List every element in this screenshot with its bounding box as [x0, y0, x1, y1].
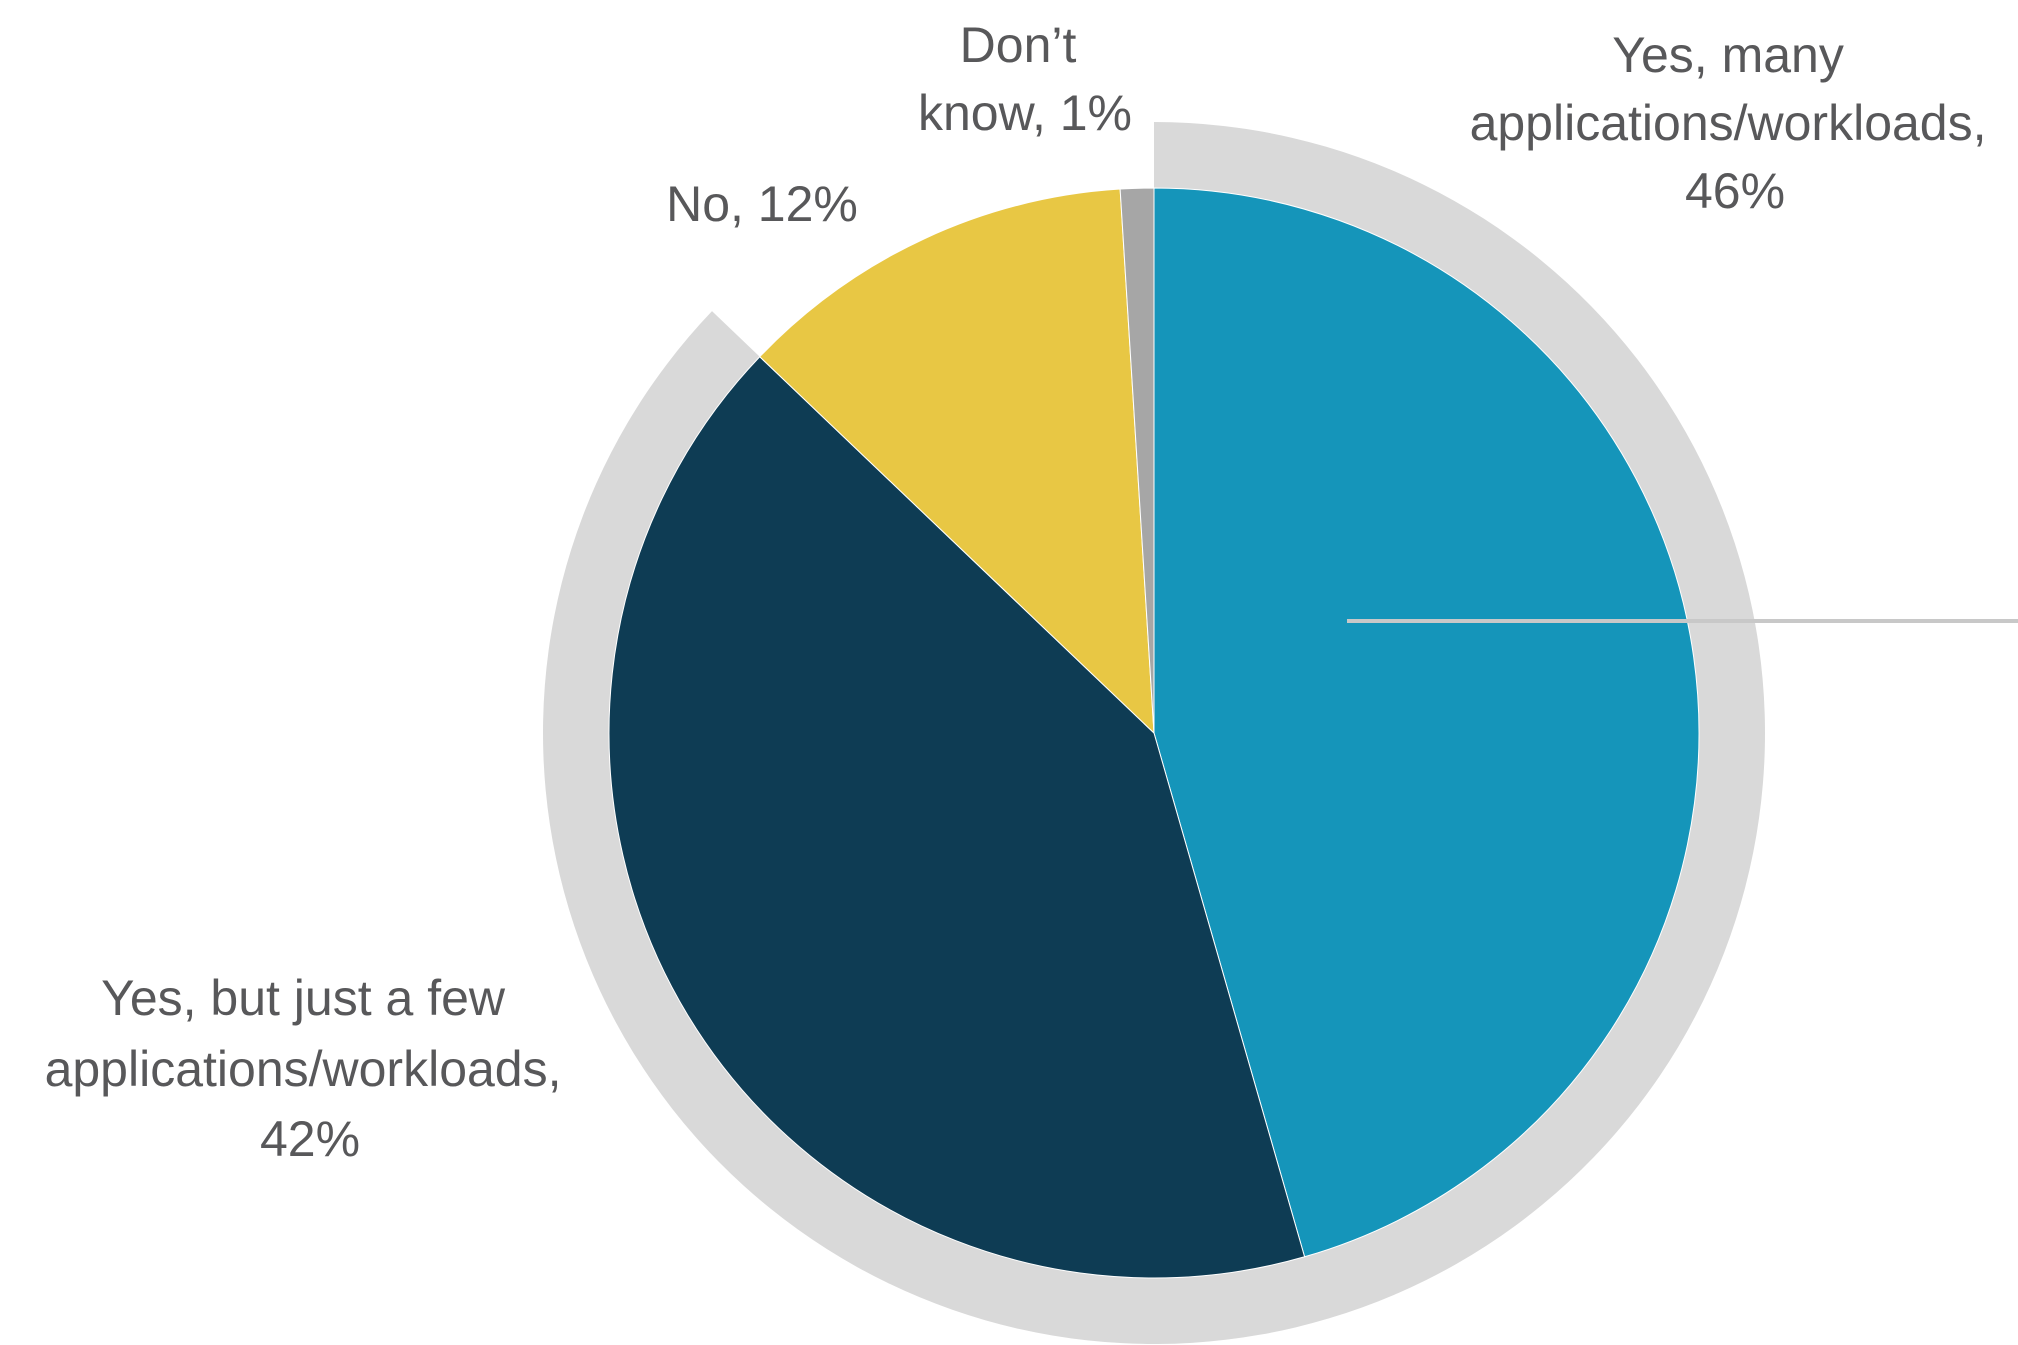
pie-slice-no [759, 188, 1155, 735]
slice-label-dont-know: Don’t know, 1% [918, 17, 1132, 141]
label-layer: Yes, many applications/workloads, 46% Ye… [45, 17, 2001, 1167]
slice-label-no: No, 12% [666, 176, 858, 232]
pie-slice-yes-but-just-a-few-applications-workloads [608, 356, 1306, 1279]
slice-label-line: Yes, but just a few [101, 970, 506, 1026]
slice-label-yes-few: Yes, but just a few applications/workloa… [45, 970, 576, 1167]
slice-label-line: Don’t [960, 17, 1077, 73]
slice-label-line: 46% [1685, 163, 1785, 219]
slice-label-line: 42% [260, 1111, 360, 1167]
slice-label-line: Yes, many [1612, 27, 1844, 83]
slice-label-line: know, 1% [918, 85, 1132, 141]
slice-label-line: applications/workloads, [1470, 95, 1987, 151]
pie-slice-yes-many-applications-workloads [1153, 187, 1700, 1258]
slice-label-line: applications/workloads, [45, 1041, 562, 1097]
slice-layer [608, 187, 1700, 1279]
slice-label-line: No, 12% [666, 176, 858, 232]
pie-slice-don-t-know [1119, 187, 1155, 734]
slice-label-yes-many: Yes, many applications/workloads, 46% [1470, 27, 2001, 219]
